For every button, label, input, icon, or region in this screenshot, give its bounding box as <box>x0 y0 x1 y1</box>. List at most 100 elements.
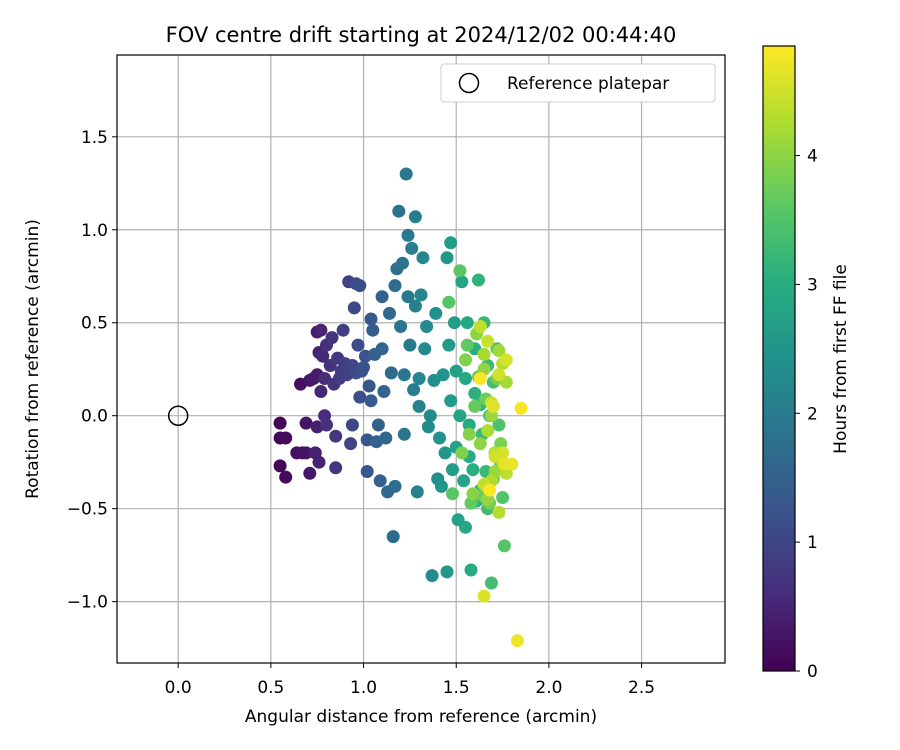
data-point <box>442 295 456 309</box>
data-point <box>375 342 389 356</box>
data-point <box>446 487 459 501</box>
x-tick-label: 2.0 <box>535 678 562 698</box>
data-point <box>407 383 421 397</box>
data-point <box>397 427 411 441</box>
data-point <box>455 275 469 289</box>
data-point <box>408 210 422 224</box>
data-point <box>371 418 385 432</box>
data-point <box>453 264 467 278</box>
data-point <box>460 316 474 330</box>
y-tick-label: 1.0 <box>81 221 108 241</box>
y-axis-label: Rotation from reference (arcmin) <box>23 219 43 499</box>
data-point <box>312 455 326 469</box>
data-point <box>453 409 467 423</box>
data-point <box>468 386 482 400</box>
data-point <box>462 418 476 432</box>
data-point <box>399 167 413 181</box>
y-axis-ticks: −1.0 −0.5 0.0 0.5 1.0 1.5 <box>67 128 117 613</box>
reference-platepar-marker <box>167 405 189 426</box>
data-point <box>394 320 408 333</box>
grid-lines <box>117 55 725 663</box>
x-axis-ticks: 0.0 0.5 1.0 1.5 2.0 2.5 <box>165 663 655 698</box>
data-point <box>279 431 293 445</box>
data-point <box>405 241 419 255</box>
data-point <box>392 204 406 218</box>
data-point <box>364 394 378 408</box>
data-point <box>423 409 437 423</box>
colorbar-ticks: 0 1 2 3 4 <box>795 147 818 682</box>
data-point <box>492 344 506 358</box>
data-point <box>344 437 358 451</box>
data-point <box>481 334 495 348</box>
data-point <box>466 487 480 501</box>
data-point <box>279 470 293 484</box>
data-point <box>510 634 524 648</box>
plot-frame <box>116 54 726 664</box>
data-point <box>273 459 287 473</box>
data-point <box>377 385 391 398</box>
x-tick-label: 1.0 <box>350 678 377 698</box>
y-tick-label: −0.5 <box>67 500 108 520</box>
data-point <box>364 312 378 326</box>
data-point <box>446 463 459 477</box>
data-point <box>412 372 426 385</box>
colorbar-tick-label: 4 <box>807 147 818 167</box>
data-point <box>492 505 506 519</box>
y-tick-label: 0.5 <box>81 314 108 334</box>
data-point <box>449 364 463 378</box>
data-point <box>320 418 333 432</box>
data-point <box>486 399 500 413</box>
data-point <box>336 323 350 337</box>
data-point <box>329 429 343 443</box>
data-point <box>444 236 458 250</box>
data-point <box>408 299 422 313</box>
data-point <box>383 306 396 320</box>
data-point <box>433 431 446 445</box>
data-point <box>403 338 417 352</box>
chart-title: FOV centre drift starting at 2024/12/02 … <box>166 23 677 47</box>
x-tick-label: 1.5 <box>443 678 470 698</box>
data-point <box>418 342 432 356</box>
data-point <box>396 256 409 270</box>
data-point <box>351 338 365 352</box>
colorbar-tick-label: 2 <box>807 404 818 424</box>
data-point <box>496 491 510 504</box>
colorbar: 0 1 2 3 4 Hours from first FF file <box>762 45 851 682</box>
data-point <box>299 446 313 460</box>
data-point <box>473 320 487 333</box>
data-point <box>462 427 476 441</box>
colorbar-tick-label: 0 <box>807 662 818 682</box>
data-point <box>459 353 472 367</box>
y-tick-label: −1.0 <box>67 593 108 613</box>
data-point <box>492 368 506 382</box>
data-point <box>455 446 469 460</box>
data-point <box>473 437 487 451</box>
y-tick-label: 1.5 <box>81 128 108 148</box>
data-point <box>397 368 411 382</box>
data-point <box>401 290 415 304</box>
data-point <box>492 418 506 432</box>
data-point <box>477 589 491 603</box>
colorbar-gradient <box>763 46 795 671</box>
legend-label: Reference platepar <box>507 74 669 94</box>
data-point <box>420 320 434 333</box>
data-point <box>505 457 519 471</box>
data-point <box>460 338 474 352</box>
data-point <box>425 569 439 583</box>
data-point <box>314 385 328 398</box>
data-point <box>384 366 398 380</box>
reference-marker-group <box>167 405 189 426</box>
data-point <box>373 474 387 488</box>
data-point <box>459 372 472 385</box>
data-point <box>483 483 497 497</box>
data-point <box>473 372 487 385</box>
data-point <box>410 485 424 499</box>
data-point <box>273 416 287 430</box>
x-tick-label: 0.0 <box>165 678 192 698</box>
data-point <box>499 353 513 367</box>
data-point <box>412 399 426 413</box>
data-point <box>464 563 478 577</box>
data-point <box>434 479 448 493</box>
data-point <box>447 316 461 330</box>
data-point <box>357 360 370 374</box>
